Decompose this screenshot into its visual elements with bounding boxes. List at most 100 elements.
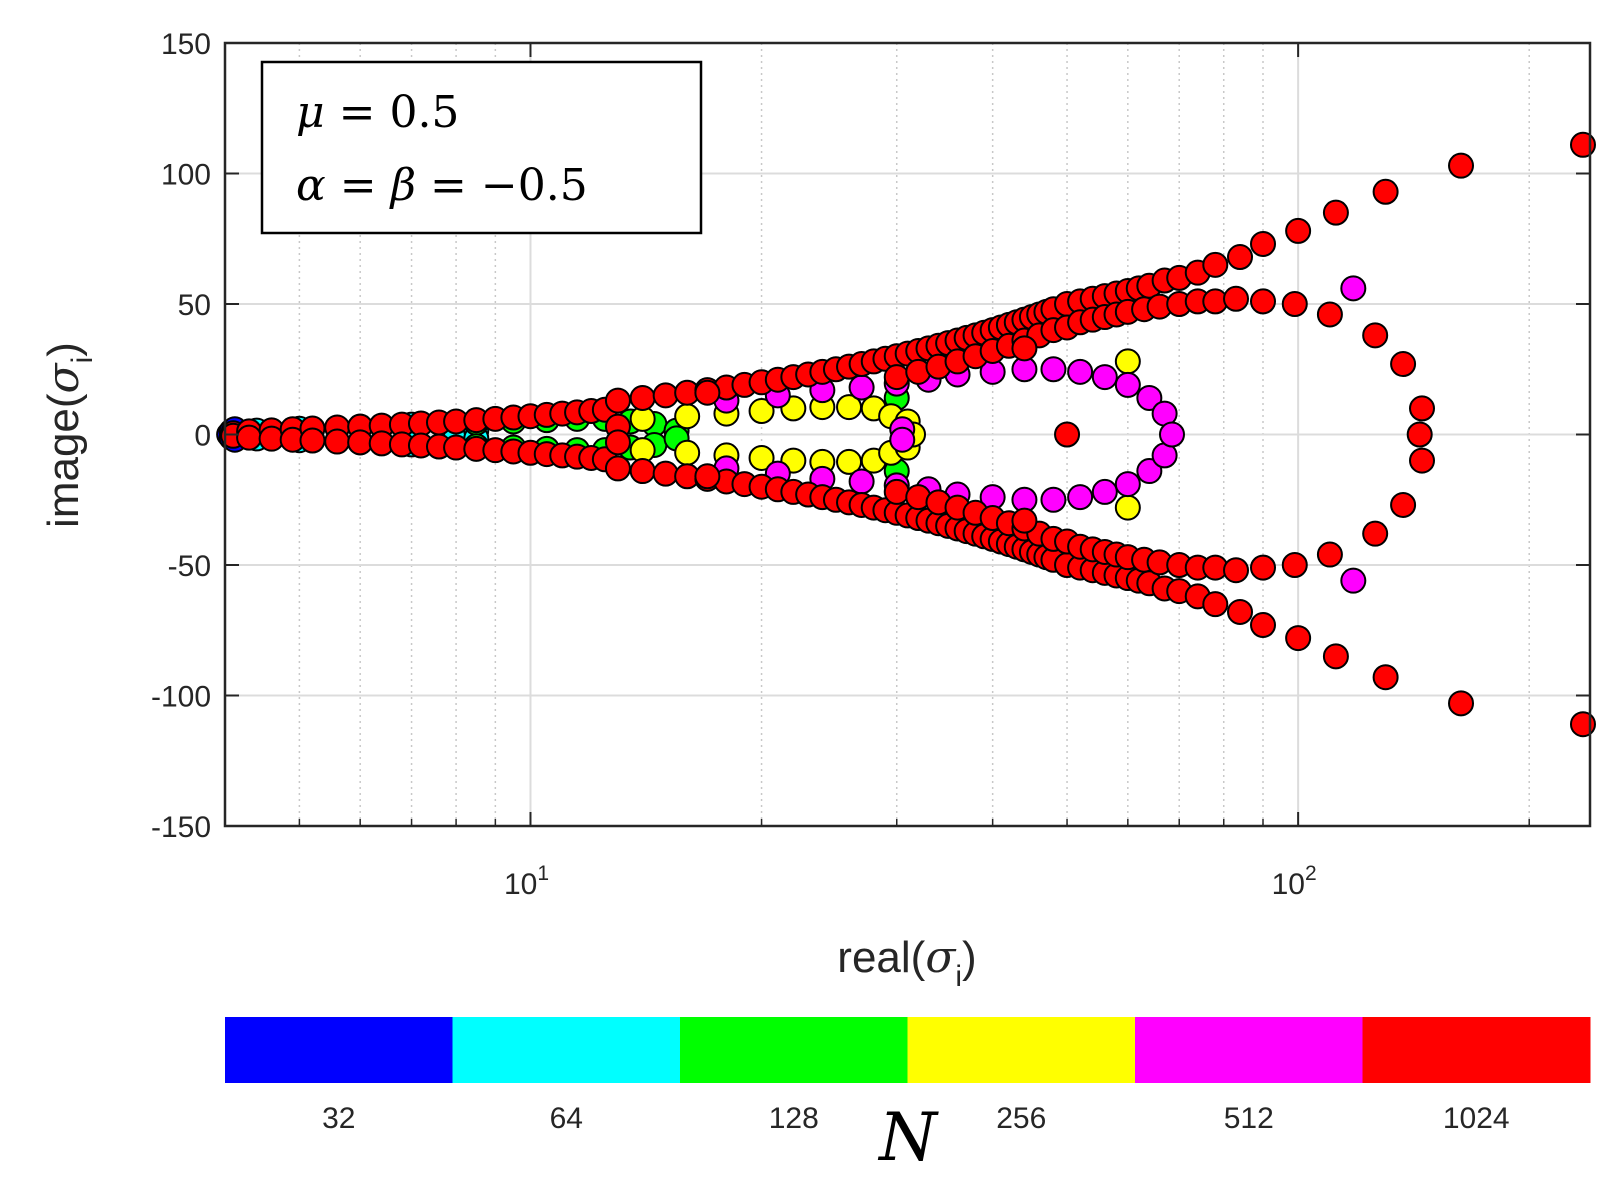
x-tick-label: 101 — [504, 862, 549, 901]
y-axis-label-sub: i — [66, 357, 99, 364]
data-point — [1158, 421, 1185, 448]
annotation-line-mu: μ = 0.5 — [296, 87, 459, 138]
y-tick-label: 100 — [161, 159, 211, 192]
data-point — [1569, 711, 1596, 738]
data-point — [299, 427, 326, 454]
data-point — [1362, 520, 1389, 547]
y-axis-label-base: image( — [39, 393, 88, 528]
data-point — [1067, 484, 1094, 511]
data-point — [1250, 554, 1277, 581]
data-point — [1223, 557, 1250, 584]
beta-value: = −0.5 — [416, 160, 588, 211]
data-point — [1114, 471, 1141, 498]
data-point — [1054, 421, 1081, 448]
data-point — [1362, 322, 1389, 349]
axis-ticks: 150 100 50 0 -50 -100 -150 101 102 — [151, 28, 1590, 901]
series-N-1024 — [220, 131, 1596, 738]
data-point — [604, 387, 631, 414]
data-point — [1202, 251, 1229, 278]
colorbar-segment — [452, 1017, 681, 1083]
data-point — [1114, 348, 1141, 375]
data-point — [1223, 285, 1250, 312]
data-point — [1390, 491, 1417, 518]
y-axis-label-symbol: σ — [38, 361, 89, 393]
y-tick-label: 0 — [194, 420, 211, 453]
data-point — [1406, 421, 1433, 448]
data-point — [1390, 351, 1417, 378]
y-axis-label: image(σi) — [38, 342, 99, 528]
data-point — [748, 398, 775, 425]
x-axis-label: real(σi) — [837, 932, 976, 993]
colorbar-tick-label: 256 — [996, 1102, 1046, 1135]
data-point — [1285, 625, 1312, 652]
data-point — [1372, 664, 1399, 691]
colorbar-label: N — [877, 1099, 939, 1176]
y-tick-label: 50 — [178, 289, 211, 322]
data-point — [883, 364, 910, 391]
data-point — [1011, 335, 1038, 362]
data-point — [1136, 458, 1163, 485]
data-point — [1040, 356, 1067, 383]
data-point — [1281, 552, 1308, 578]
data-point — [848, 374, 875, 401]
data-point — [1250, 612, 1277, 639]
colorbar-segment — [1362, 1017, 1591, 1083]
x-tick-label: 102 — [1272, 862, 1317, 901]
data-point — [1114, 371, 1141, 398]
x-axis-label-close: ) — [962, 933, 977, 982]
data-point — [1285, 217, 1312, 244]
colorbar-tick-label: 1024 — [1443, 1102, 1510, 1135]
y-tick-label: -50 — [168, 550, 211, 583]
data-point — [1227, 598, 1254, 625]
data-point — [1091, 478, 1118, 505]
data-point — [604, 455, 631, 482]
colorbar-segment — [225, 1017, 453, 1083]
data-point — [1409, 447, 1436, 474]
data-point — [1011, 507, 1038, 534]
data-point — [694, 463, 721, 490]
plot-area-frame — [223, 41, 1592, 828]
data-point — [1448, 690, 1475, 717]
colorbar-tick-label: 512 — [1224, 1102, 1274, 1135]
colorbar-tick-label: 32 — [322, 1102, 355, 1135]
data-point — [694, 379, 721, 406]
y-tick-label: -150 — [151, 811, 211, 844]
data-point — [604, 429, 631, 456]
colorbar-segment — [1135, 1017, 1363, 1083]
data-point — [748, 444, 775, 471]
data-point — [324, 428, 351, 455]
data-point — [1316, 301, 1343, 328]
data-point — [1409, 395, 1436, 422]
data-point — [347, 429, 374, 456]
data-point — [1114, 494, 1141, 521]
data-point — [1448, 152, 1475, 179]
alpha-equals: = — [326, 160, 391, 211]
data-point — [674, 439, 701, 466]
data-point — [1372, 178, 1399, 205]
data-point — [629, 384, 656, 411]
colorbar-segment — [907, 1017, 1136, 1083]
data-point — [1067, 358, 1094, 385]
data-point — [883, 478, 910, 505]
data-point — [1091, 364, 1118, 391]
colorbar-tick-label: 128 — [769, 1102, 819, 1135]
annotation-box — [260, 60, 703, 235]
x-axis-label-symbol: σ — [925, 932, 957, 983]
data-point — [236, 424, 263, 451]
data-point — [1322, 643, 1349, 670]
data-point — [652, 460, 679, 487]
colorbar: 32 64 128 256 512 1024 — [225, 1017, 1591, 1135]
data-point — [1281, 291, 1308, 317]
data-point — [1569, 131, 1596, 158]
data-point — [1227, 244, 1254, 271]
data-point — [674, 403, 701, 430]
colorbar-tick-label: 64 — [550, 1102, 583, 1135]
data-point — [1340, 275, 1367, 302]
data-point — [629, 458, 656, 485]
data-point — [652, 382, 679, 409]
data-point — [848, 468, 875, 495]
y-axis-label-close: ) — [39, 342, 88, 357]
mu-value: = 0.5 — [325, 87, 460, 138]
data-point — [1340, 567, 1367, 594]
